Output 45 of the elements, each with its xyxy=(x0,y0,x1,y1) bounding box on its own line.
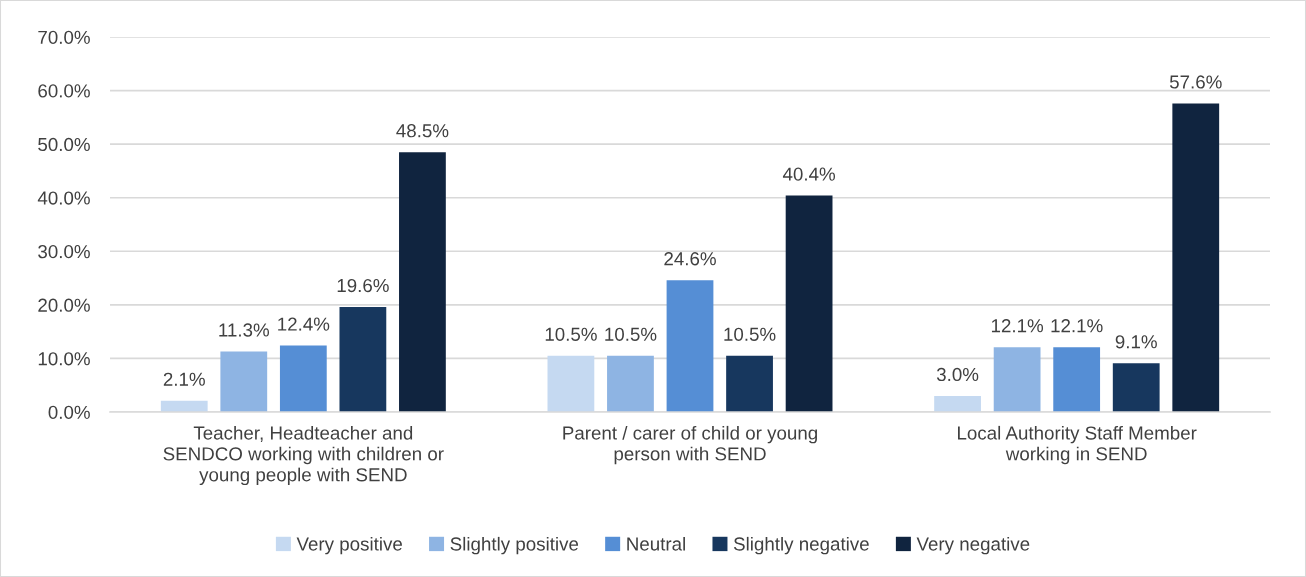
data-label: 2.1% xyxy=(163,372,205,386)
data-label: 11.3% xyxy=(219,323,270,337)
bar xyxy=(1112,363,1160,412)
data-label: 12.1% xyxy=(1051,319,1103,333)
data-label: 19.6% xyxy=(337,278,389,293)
y-tick-label: 30.0% xyxy=(38,244,90,259)
bar xyxy=(1053,347,1101,412)
bar xyxy=(339,307,387,412)
legend-label: Slightly positive xyxy=(450,536,579,555)
bar xyxy=(547,355,595,412)
y-tick-label: 10.0% xyxy=(38,352,90,366)
bar xyxy=(220,351,268,412)
data-label: 3.0% xyxy=(936,367,979,382)
legend-label: Very positive xyxy=(296,536,402,555)
data-label: 12.1% xyxy=(991,319,1044,333)
y-tick-label: 40.0% xyxy=(37,191,90,205)
legend-label: Very negative xyxy=(916,536,1030,555)
data-label: 40.4% xyxy=(782,167,836,181)
data-label: 24.6% xyxy=(664,252,716,266)
bar xyxy=(607,355,654,412)
y-tick-label: 70.0% xyxy=(38,30,90,44)
bar xyxy=(934,395,981,412)
y-tick-label: 0.0% xyxy=(48,405,90,419)
data-label: 9.1% xyxy=(1115,335,1157,349)
bar xyxy=(993,347,1041,412)
y-tick-label: 50.0% xyxy=(38,137,90,152)
bar xyxy=(785,195,833,412)
data-label: 48.5% xyxy=(396,124,449,138)
x-tick-label: Local Authority Staff Member working in SEND xyxy=(958,425,1197,465)
bar xyxy=(1172,103,1220,412)
bar xyxy=(666,280,714,412)
data-label: 57.6% xyxy=(1169,75,1222,89)
legend-label: Neutral xyxy=(627,536,685,551)
data-label: 10.5% xyxy=(724,327,776,341)
y-tick-label: 60.0% xyxy=(38,84,90,98)
data-label: 10.5% xyxy=(605,327,657,341)
data-label: 10.5% xyxy=(545,327,597,341)
x-tick-label: Teacher, Headteacher and SENDCO working with children or young people with SEND xyxy=(163,425,444,486)
data-label: 12.4% xyxy=(278,317,330,331)
bar xyxy=(279,345,327,412)
bar xyxy=(399,152,446,412)
legend-label: Slightly negative xyxy=(733,536,869,555)
y-tick-label: 20.0% xyxy=(38,298,90,312)
x-tick-label: Parent / carer of child or young person with SEND xyxy=(563,425,817,465)
bar xyxy=(726,355,773,412)
